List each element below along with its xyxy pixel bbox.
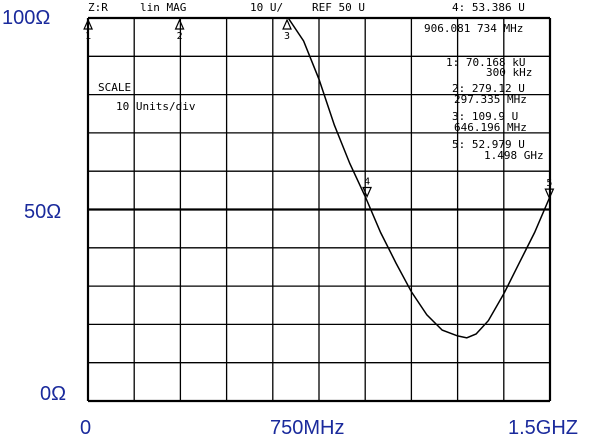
marker-number: 5 xyxy=(546,178,552,189)
y-label-top: 100Ω xyxy=(2,7,50,29)
markers-group: 1 2 3 4 5 xyxy=(83,18,555,200)
marker5-value: 5: 52.979 U xyxy=(452,138,525,151)
marker-1: 1 xyxy=(83,18,94,42)
marker3-value: 3: 109.9 U xyxy=(452,110,518,123)
marker-triangle xyxy=(282,18,292,30)
marker-5: 5 xyxy=(544,178,555,200)
y-label-mid: 50Ω xyxy=(24,201,61,223)
trace-group xyxy=(88,17,551,339)
marker1-value: 1: 70.168 kU xyxy=(446,56,525,69)
marker2-value: 2: 279.12 U xyxy=(452,82,525,95)
marker-number: 2 xyxy=(177,31,183,42)
reference-label: REF 50 U xyxy=(312,1,365,14)
marker5-freq: 1.498 GHz xyxy=(484,149,544,162)
y-label-bottom: 0Ω xyxy=(40,383,66,405)
marker-3: 3 xyxy=(282,18,292,42)
marker2-freq: 297.335 MHz xyxy=(454,93,527,106)
x-label-mid: 750MHz xyxy=(270,417,344,439)
marker1-freq: 300 kHz xyxy=(486,66,532,79)
marker-triangle xyxy=(174,18,185,30)
impedance-trace xyxy=(88,17,551,339)
format-label: lin MAG xyxy=(140,1,186,14)
marker-triangle xyxy=(83,18,94,30)
marker-4: 4 xyxy=(362,177,372,199)
marker-triangle xyxy=(544,188,555,200)
scale-value: 10 Units/div xyxy=(116,100,196,113)
channel-label: Z:R xyxy=(88,1,108,14)
marker-number: 4 xyxy=(364,177,370,188)
marker-triangle xyxy=(362,186,372,199)
scale-title: SCALE xyxy=(98,81,131,94)
x-label-start: 0 xyxy=(80,417,91,439)
marker-number: 3 xyxy=(284,31,290,42)
active-marker-freq: 906.081 734 MHz xyxy=(424,22,523,35)
marker3-freq: 646.196 MHz xyxy=(454,121,527,134)
scale-label: 10 U/ xyxy=(250,1,283,14)
marker-2: 2 xyxy=(174,18,185,42)
active-marker-value: 4: 53.386 U xyxy=(452,1,525,14)
marker-number: 1 xyxy=(85,31,91,42)
grid xyxy=(86,16,552,403)
x-label-end: 1.5GHZ xyxy=(508,417,578,439)
